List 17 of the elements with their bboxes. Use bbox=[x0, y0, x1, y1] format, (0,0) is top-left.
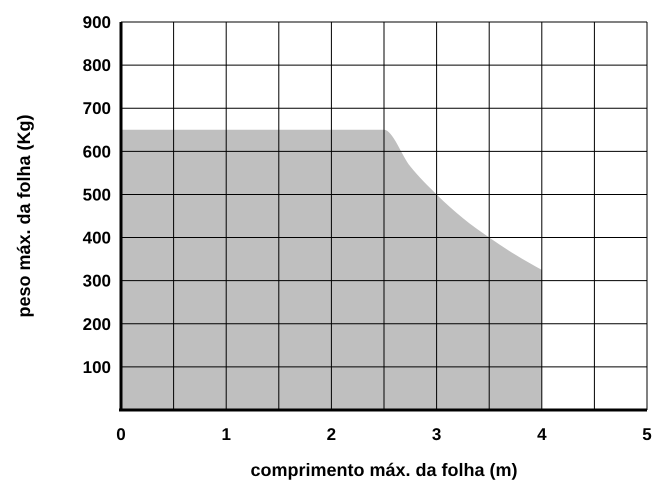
y-axis-title: peso máx. da folha (Kg) bbox=[14, 114, 34, 318]
y-tick-label: 400 bbox=[82, 228, 111, 248]
y-tick-label: 300 bbox=[82, 272, 111, 291]
x-tick-label: 4 bbox=[537, 425, 548, 444]
y-tick-label: 700 bbox=[82, 99, 111, 118]
y-tick-label: 100 bbox=[82, 358, 111, 377]
x-tick-label: 3 bbox=[432, 425, 442, 444]
y-tick-label: 600 bbox=[82, 142, 111, 162]
x-tick-label: 1 bbox=[221, 425, 231, 444]
y-tick-label: 500 bbox=[82, 185, 111, 204]
x-tick-label: 5 bbox=[642, 425, 652, 444]
y-tick-label: 900 bbox=[82, 13, 111, 32]
x-axis-title: comprimento máx. da folha (m) bbox=[250, 460, 518, 480]
y-tick-label: 800 bbox=[82, 56, 111, 76]
y-tick-label: 200 bbox=[82, 314, 111, 334]
x-tick-label: 0 bbox=[116, 425, 126, 444]
x-tick-label: 2 bbox=[326, 425, 336, 444]
